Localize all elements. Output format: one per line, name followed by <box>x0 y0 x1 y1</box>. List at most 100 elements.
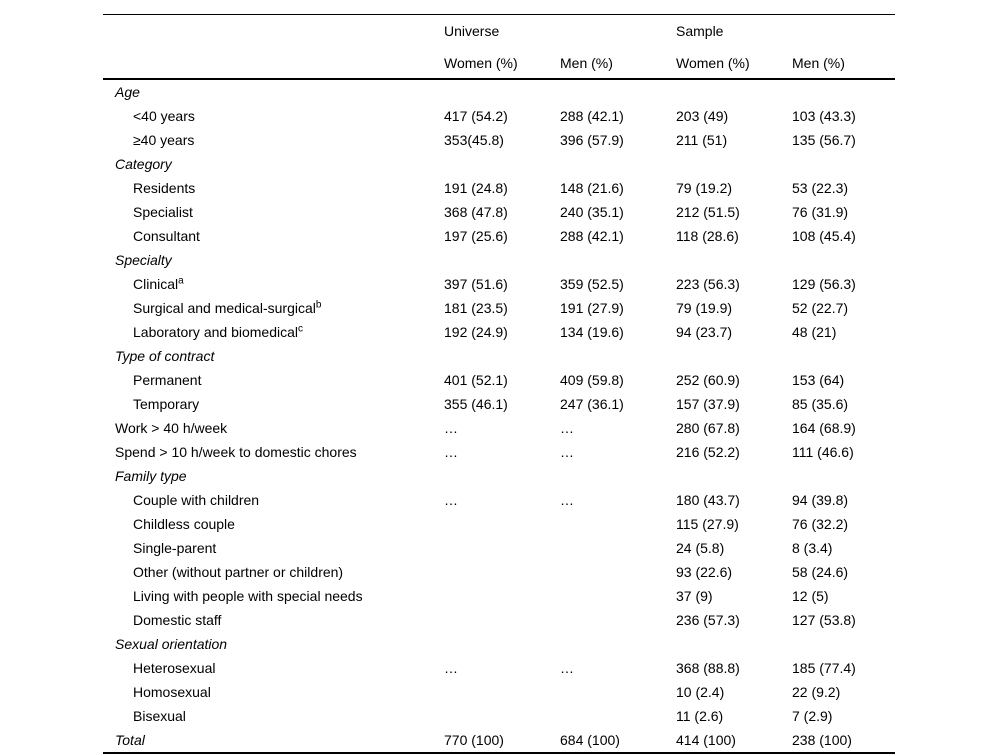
data-cell: 12 (5) <box>792 588 829 604</box>
group-header-sample: Sample <box>676 23 724 39</box>
group-header-universe: Universe <box>444 23 500 39</box>
data-cell: 223 (56.3) <box>676 276 740 292</box>
table-row: Childless couple 115 (27.9) 76 (32.2) <box>103 512 895 536</box>
data-cell <box>444 560 560 584</box>
table-row: Specialist 368 (47.8) 240 (35.1) 212 (51.5)… <box>103 200 895 224</box>
data-cell: 58 (24.6) <box>792 564 849 580</box>
table-row: Heterosexual … … 368 (88.8) 185 (77.4) <box>103 656 895 680</box>
header-spacer <box>103 47 444 80</box>
group-header-row: Universe Sample <box>103 15 895 48</box>
data-cell <box>560 512 676 536</box>
data-cell: 8 (3.4) <box>792 540 833 556</box>
data-cell <box>444 464 560 488</box>
data-cell <box>444 344 560 368</box>
data-cell <box>444 704 560 728</box>
table-row: Family type <box>103 464 895 488</box>
data-cell <box>444 248 560 272</box>
data-cell: 368 (47.8) <box>444 204 508 220</box>
table-row: Spend > 10 h/week to domestic chores … … 21… <box>103 440 895 464</box>
table-row: Specialty <box>103 248 895 272</box>
row-label: Work > 40 h/week <box>115 420 228 436</box>
row-label: Consultant <box>133 228 200 244</box>
table-row: Homosexual 10 (2.4) 22 (9.2) <box>103 680 895 704</box>
data-cell: … <box>560 420 574 436</box>
data-cell: 24 (5.8) <box>676 540 725 556</box>
row-label: Spend > 10 h/week to domestic chores <box>115 444 357 460</box>
data-cell: 11 (2.6) <box>676 708 724 724</box>
data-cell: 355 (46.1) <box>444 396 508 412</box>
table-row: Permanent 401 (52.1) 409 (59.8) 252 (60.9) 1… <box>103 368 895 392</box>
data-cell: 203 (49) <box>676 108 729 124</box>
data-cell <box>560 464 676 488</box>
data-cell: 396 (57.9) <box>560 132 624 148</box>
table-row: Consultant 197 (25.6) 288 (42.1) 118 (28.6)… <box>103 224 895 248</box>
data-cell: 252 (60.9) <box>676 372 740 388</box>
table-row: Type of contract <box>103 344 895 368</box>
data-cell <box>560 704 676 728</box>
data-cell: 359 (52.5) <box>560 276 624 292</box>
data-cell: 770 (100) <box>444 732 504 748</box>
row-label: ≥40 years <box>133 132 195 148</box>
data-cell: 216 (52.2) <box>676 444 740 460</box>
data-cell: 129 (56.3) <box>792 276 856 292</box>
data-cell: 684 (100) <box>560 732 620 748</box>
table-row: Age <box>103 79 895 104</box>
data-cell: 197 (25.6) <box>444 228 508 244</box>
row-label: Couple with children <box>133 492 260 508</box>
data-cell: 238 (100) <box>792 732 852 748</box>
data-cell <box>444 584 560 608</box>
row-label: Total <box>115 732 145 748</box>
data-cell: 93 (22.6) <box>676 564 733 580</box>
data-cell <box>676 464 792 488</box>
data-cell: 397 (51.6) <box>444 276 508 292</box>
row-label: Bisexual <box>133 708 186 724</box>
table-row: Temporary 355 (46.1) 247 (36.1) 157 (37.9) 8… <box>103 392 895 416</box>
data-cell: 414 (100) <box>676 732 736 748</box>
column-header-row: Women (%) Men (%) Women (%) Men (%) <box>103 47 895 80</box>
col-header-sample-men: Men (%) <box>792 47 895 80</box>
table-row: Work > 40 h/week … … 280 (67.8) 164 (68.9) <box>103 416 895 440</box>
data-cell: 48 (21) <box>792 324 837 340</box>
row-label: <40 years <box>133 108 195 124</box>
row-label: Category <box>115 156 172 172</box>
table-row: Domestic staff 236 (57.3) 127 (53.8) <box>103 608 895 632</box>
data-cell: 76 (32.2) <box>792 516 849 532</box>
footnote-marker: c <box>298 323 303 335</box>
data-cell <box>444 512 560 536</box>
data-cell: 85 (35.6) <box>792 396 849 412</box>
data-cell: 417 (54.2) <box>444 108 508 124</box>
row-label: Specialist <box>133 204 193 220</box>
table-row: Other (without partner or children) 93 (2… <box>103 560 895 584</box>
data-cell: 37 (9) <box>676 588 713 604</box>
row-label: Living with people with special needs <box>133 588 363 604</box>
table-row: Living with people with special needs 37 … <box>103 584 895 608</box>
row-label: Residents <box>133 180 196 196</box>
data-cell: 118 (28.6) <box>676 228 739 244</box>
data-cell: 108 (45.4) <box>792 228 856 244</box>
row-label: Homosexual <box>133 684 211 700</box>
demographics-table: Universe Sample Women (%) Men (%) Women … <box>103 14 895 754</box>
data-cell: 185 (77.4) <box>792 660 856 676</box>
data-cell <box>560 79 676 104</box>
row-label: Sexual orientation <box>115 636 228 652</box>
data-cell: 401 (52.1) <box>444 372 508 388</box>
data-cell: 288 (42.1) <box>560 228 624 244</box>
data-cell: 181 (23.5) <box>444 300 508 316</box>
row-label: Family type <box>115 468 187 484</box>
data-cell <box>676 152 792 176</box>
data-cell <box>444 680 560 704</box>
data-cell: 22 (9.2) <box>792 684 841 700</box>
header-spacer <box>103 15 444 48</box>
table-row: Residents 191 (24.8) 148 (21.6) 79 (19.2) 53… <box>103 176 895 200</box>
row-label: Specialty <box>115 252 172 268</box>
row-label: Temporary <box>133 396 200 412</box>
table-row: Clinicala 397 (51.6) 359 (52.5) 223 (56.3) 1… <box>103 272 895 296</box>
row-label: Childless couple <box>133 516 235 532</box>
data-cell: … <box>560 660 574 676</box>
row-label: Heterosexual <box>133 660 216 676</box>
data-cell: … <box>444 492 458 508</box>
table-row: Category <box>103 152 895 176</box>
data-cell: 157 (37.9) <box>676 396 740 412</box>
data-cell <box>444 79 560 104</box>
